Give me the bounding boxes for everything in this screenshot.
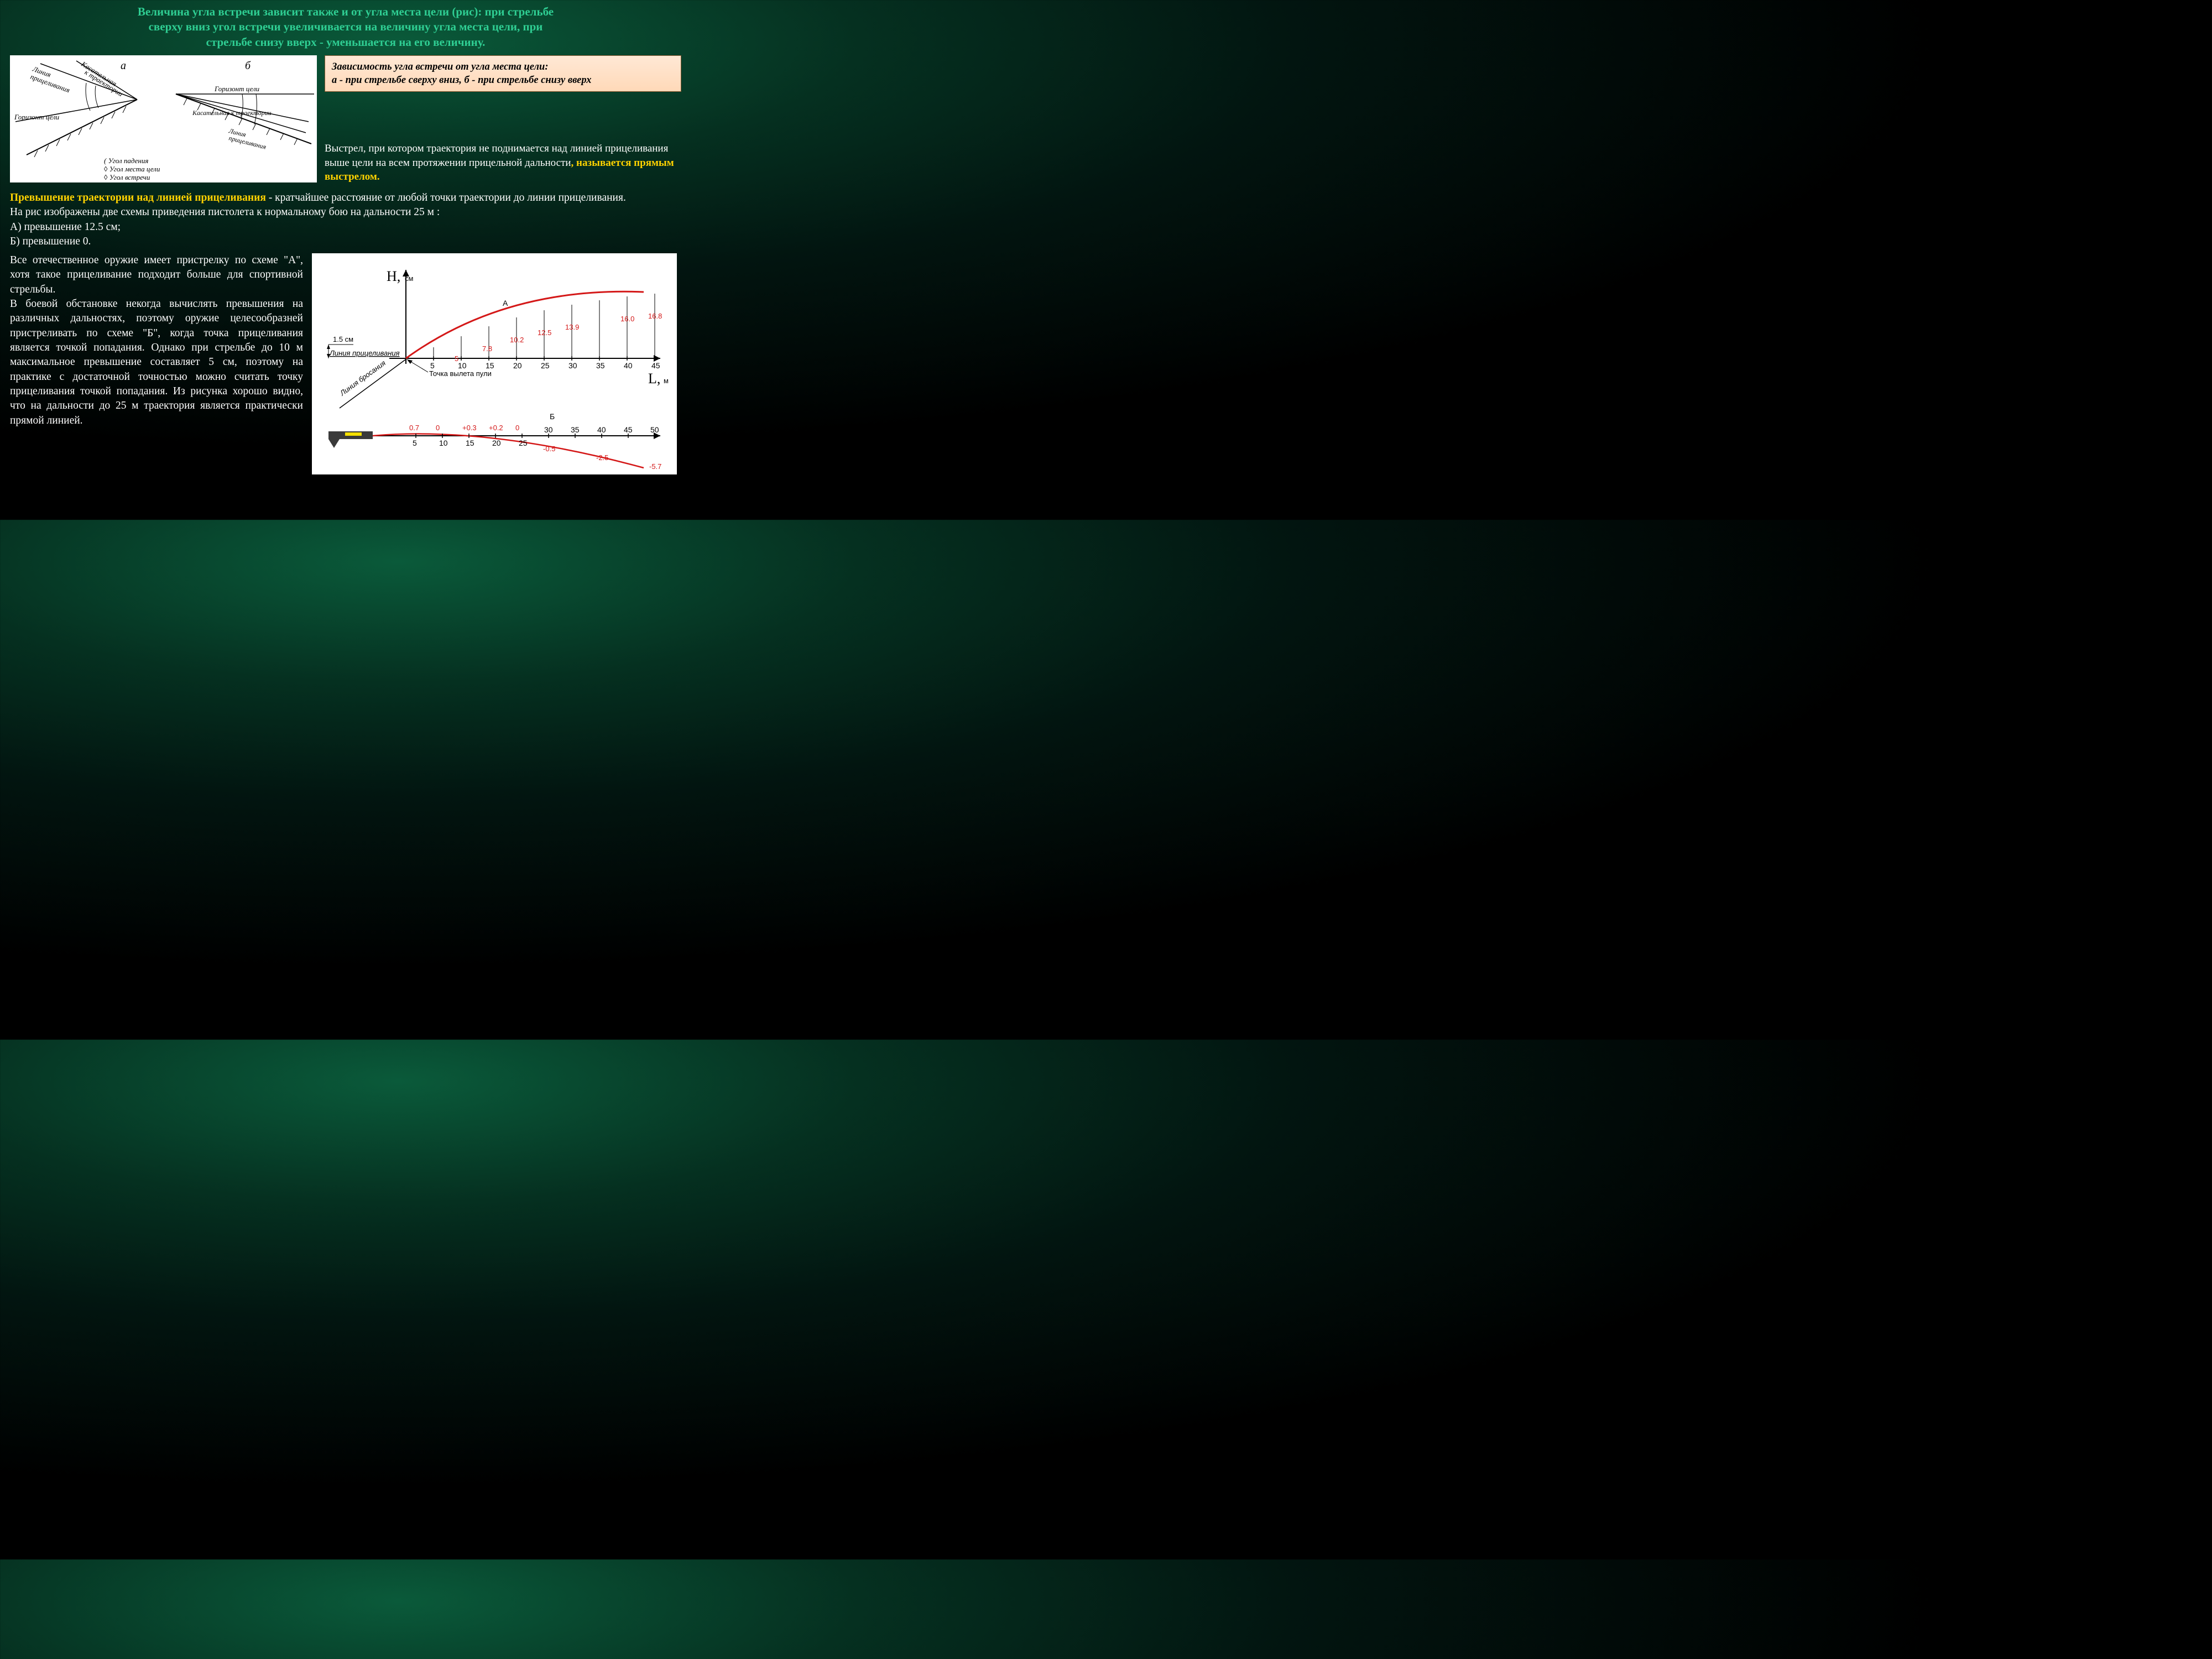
svg-text:Касательная к траектории: Касательная к траектории [192, 109, 272, 117]
svg-text:15: 15 [486, 361, 494, 370]
label-a: а [121, 60, 126, 72]
label-b: б [245, 60, 251, 72]
svg-text:А: А [503, 299, 508, 307]
svg-text:16.8: 16.8 [648, 312, 662, 320]
svg-text:35: 35 [571, 425, 580, 434]
svg-text:Б: Б [550, 412, 555, 421]
svg-text:20: 20 [492, 439, 501, 447]
angle-diagram: а Линия приц [10, 55, 317, 182]
horizon-label-b: Горизонт цели [214, 85, 260, 93]
body-paragraph: Все отечественное оружие имеет пристрелк… [10, 253, 303, 428]
svg-text:-0.5: -0.5 [543, 445, 555, 453]
H-label: Н, [387, 268, 400, 284]
mid-rest: - кратчайшее расстояние от любой точки т… [266, 192, 626, 204]
svg-text:Точка вылета пули: Точка вылета пули [429, 369, 492, 378]
svg-text:13.9: 13.9 [565, 323, 579, 331]
svg-text:0: 0 [436, 424, 440, 432]
svg-text:+0.2: +0.2 [489, 424, 503, 432]
L-label: L, [648, 371, 660, 387]
svg-text:30: 30 [568, 361, 577, 370]
svg-text:0: 0 [515, 424, 519, 432]
svg-text:50: 50 [650, 425, 659, 434]
horizon-label-a: Горизонт цели [14, 113, 60, 121]
svg-text:5: 5 [413, 439, 417, 447]
title-line1: Величина угла встречи зависит также и от… [138, 5, 554, 18]
svg-text:◊ Угол встречи: ◊ Угол встречи [104, 173, 150, 181]
svg-text:+0.3: +0.3 [462, 424, 477, 432]
svg-text:35: 35 [596, 361, 605, 370]
svg-text:12.5: 12.5 [538, 328, 551, 337]
direct-shot-text: Выстрел, при котором траектория не подни… [325, 142, 681, 184]
mid-paragraph: Превышение траектории над линией прицели… [10, 191, 681, 249]
svg-text:7.8: 7.8 [482, 345, 492, 353]
svg-text:5: 5 [455, 354, 458, 363]
legend-box: Зависимость угла встречи от угла места ц… [325, 55, 681, 92]
svg-text:прицеливания: прицеливания [228, 134, 267, 150]
svg-text:30: 30 [544, 425, 553, 434]
svg-text:45: 45 [624, 425, 633, 434]
svg-text:-5.7: -5.7 [649, 462, 661, 471]
svg-text:0.7: 0.7 [409, 424, 419, 432]
svg-text:см: см [405, 274, 414, 283]
slide-title: Величина угла встречи зависит также и от… [10, 4, 681, 50]
mid-line2: На рис изображены две схемы приведения п… [10, 206, 440, 218]
svg-text:10: 10 [458, 361, 467, 370]
svg-text:20: 20 [513, 361, 522, 370]
svg-text:Линия прицеливания: Линия прицеливания [329, 349, 400, 357]
svg-text:м: м [664, 377, 669, 385]
svg-text:25: 25 [541, 361, 550, 370]
title-line3: стрельбе снизу вверх - уменьшается на ег… [206, 35, 486, 49]
mid-title: Превышение траектории над линией прицели… [10, 192, 266, 204]
mid-lineB: Б) превышение 0. [10, 236, 91, 247]
svg-text:10: 10 [439, 439, 448, 447]
svg-text:16.0: 16.0 [620, 315, 634, 323]
svg-text:1.5 см: 1.5 см [333, 335, 353, 343]
mid-lineA: А) превышение 12.5 см; [10, 221, 121, 233]
svg-text:( Угол падения: ( Угол падения [104, 156, 148, 165]
svg-text:40: 40 [624, 361, 633, 370]
svg-text:-2.5: -2.5 [596, 453, 608, 462]
svg-text:15: 15 [466, 439, 474, 447]
svg-text:40: 40 [597, 425, 606, 434]
svg-text:25: 25 [519, 439, 528, 447]
svg-text:45: 45 [651, 361, 660, 370]
legend-line1: Зависимость угла встречи от угла места ц… [332, 61, 548, 72]
svg-text:10.2: 10.2 [510, 336, 524, 344]
legend-line2: а - при стрельбе сверху вниз, б - при ст… [332, 75, 592, 86]
trajectory-chart: Н, см L, м Линия прицеливания 1.5 см Лин… [312, 253, 677, 474]
title-line2: сверху вниз угол встречи увеличивается н… [149, 20, 543, 33]
svg-text:◊ Угол места цели: ◊ Угол места цели [104, 165, 160, 173]
svg-text:5: 5 [430, 361, 435, 370]
